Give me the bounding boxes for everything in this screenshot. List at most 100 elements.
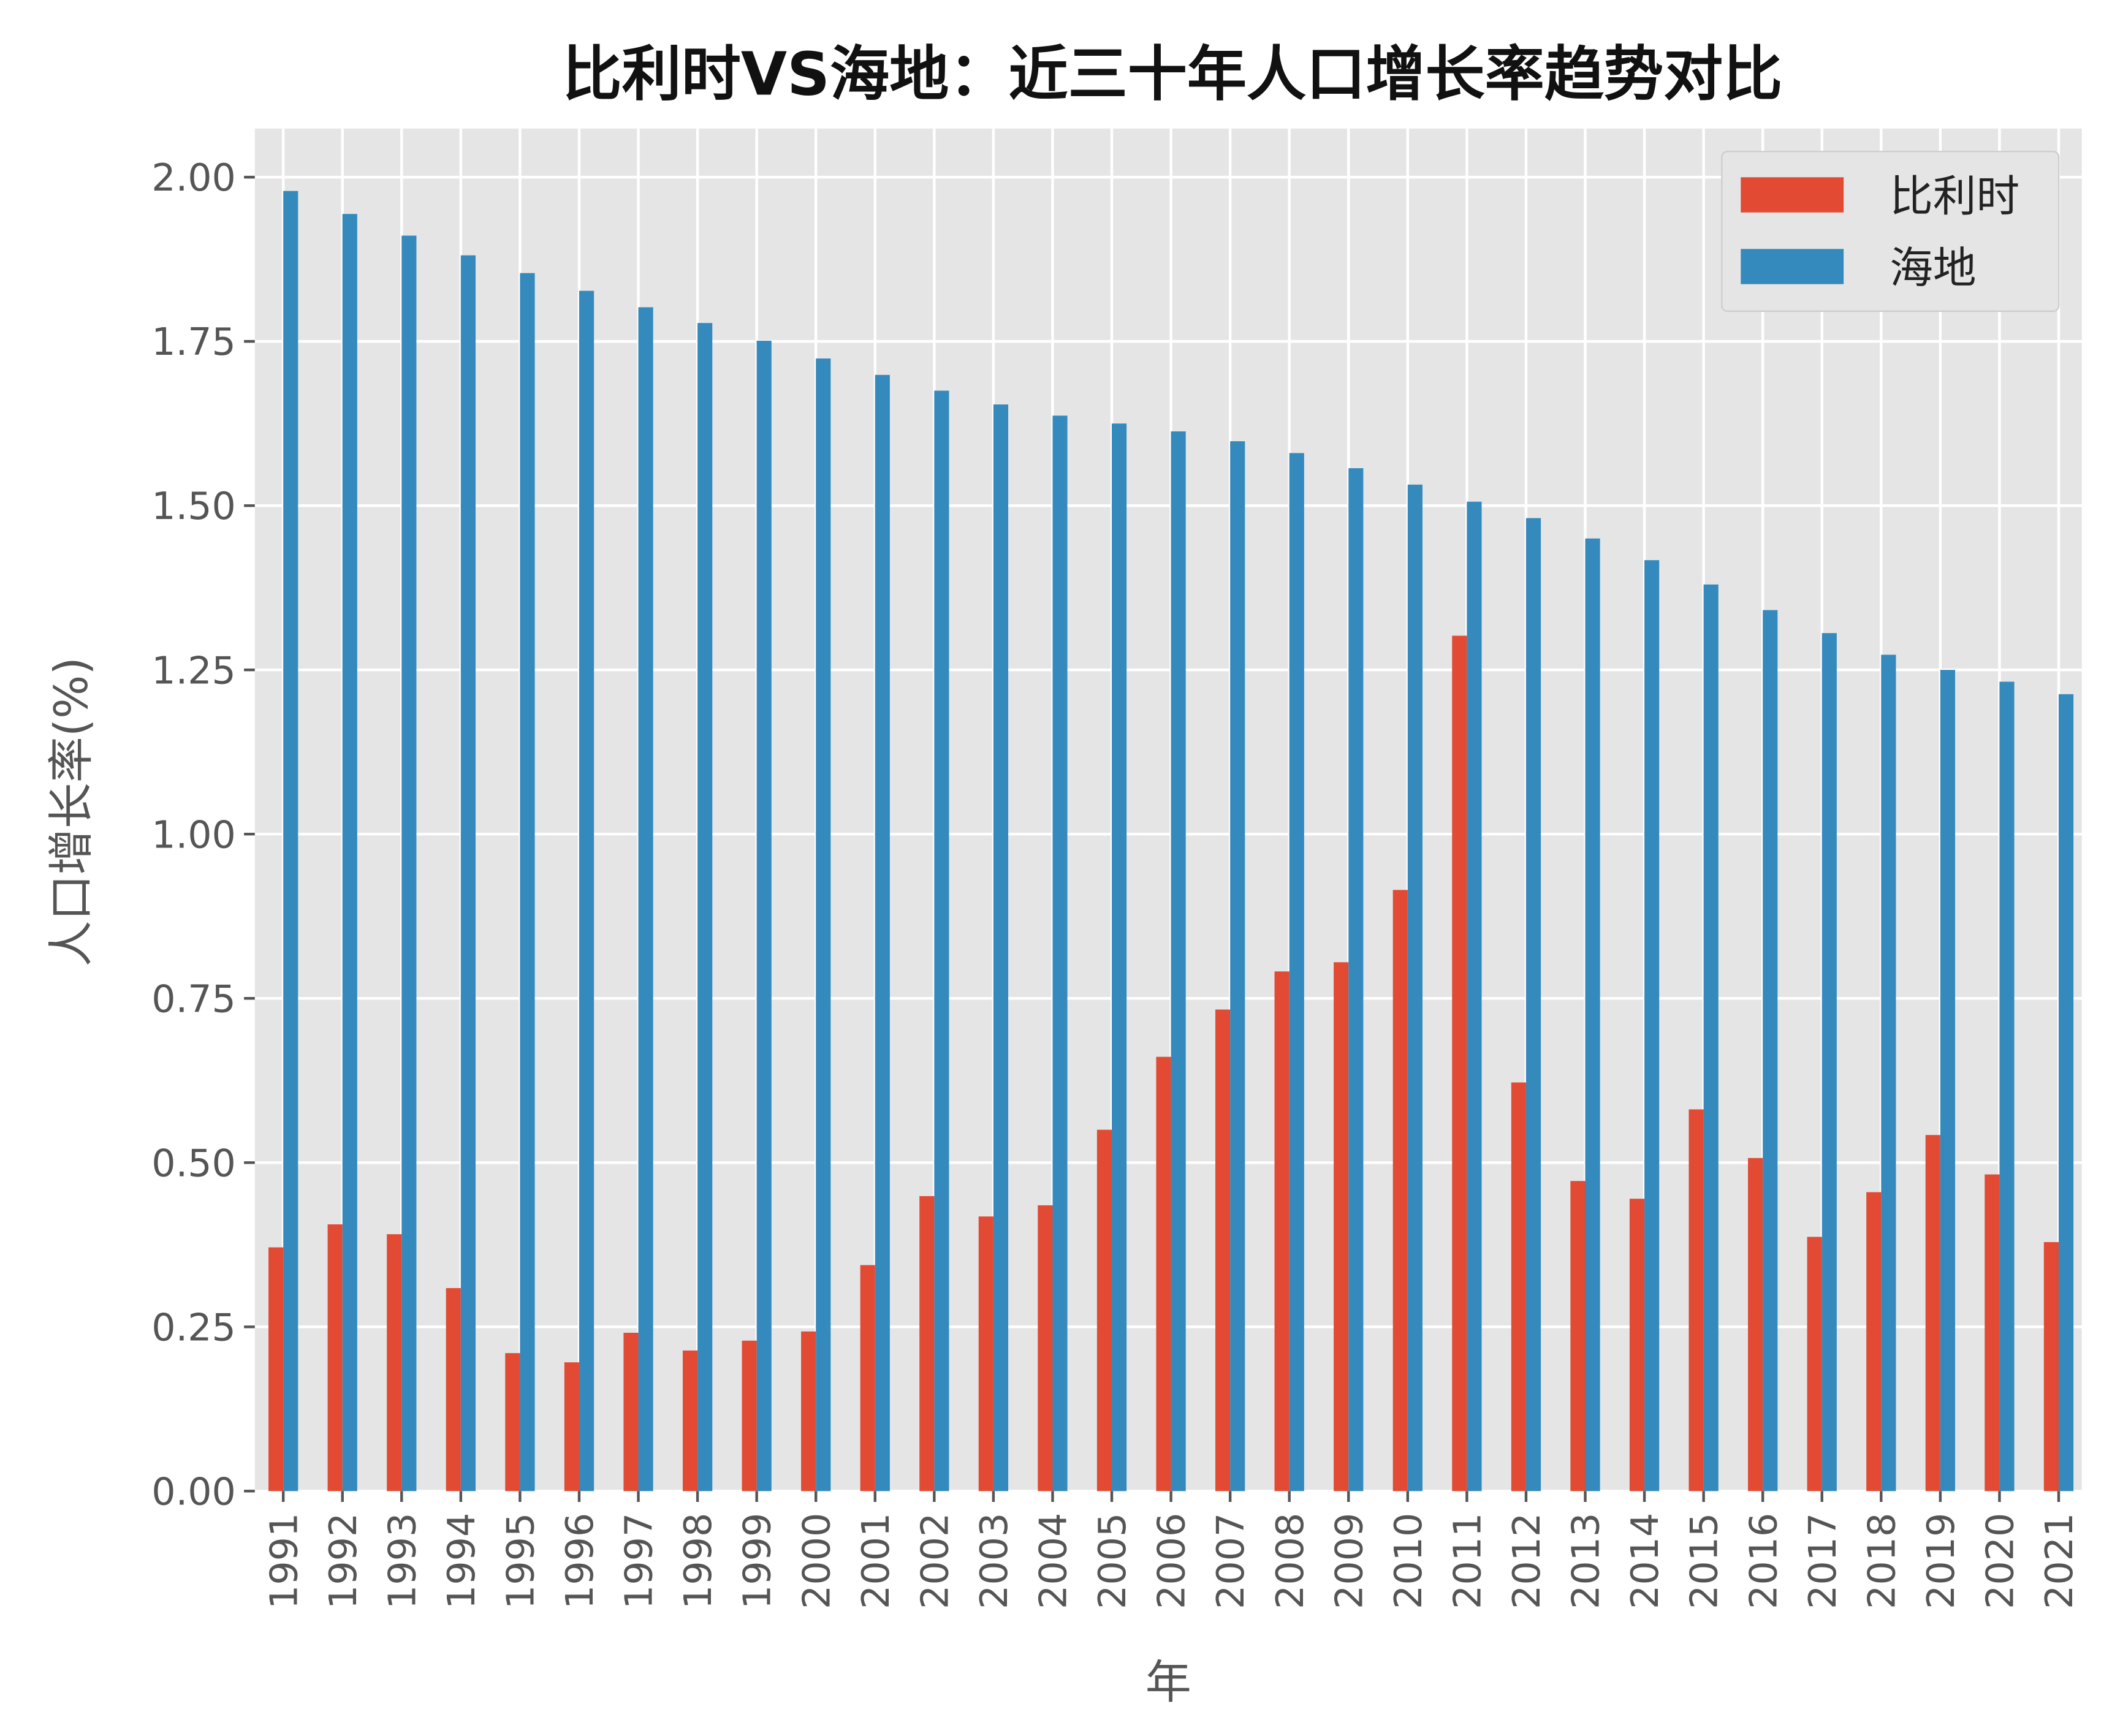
bar-belgium-2003 <box>978 1216 993 1492</box>
x-tick-label: 2014 <box>1623 1513 1667 1609</box>
x-tick-label: 2018 <box>1859 1513 1904 1609</box>
x-tick-label: 2017 <box>1801 1513 1845 1609</box>
y-axis: 0.00 0.25 0.50 0.75 1.00 1.25 1.50 1.75 2.00 <box>151 156 255 1514</box>
chart-title: 比利时VS海地：近三十年人口增长率趋势对比 <box>562 40 1782 109</box>
bar-haiti-1997 <box>638 307 653 1492</box>
bar-belgium-1992 <box>327 1224 343 1492</box>
bar-haiti-1999 <box>756 341 772 1492</box>
x-tick-label: 1995 <box>498 1513 542 1609</box>
x-tick-label: 2020 <box>1978 1513 2023 1609</box>
y-tick-label: 0.00 <box>151 1469 236 1514</box>
bar-haiti-2010 <box>1407 484 1423 1492</box>
bar-haiti-2019 <box>1940 670 1956 1492</box>
y-tick-label: 0.75 <box>151 977 236 1021</box>
bars <box>268 191 2074 1492</box>
x-tick-label: 1999 <box>735 1513 780 1609</box>
bar-belgium-1997 <box>623 1332 639 1492</box>
y-tick-label: 2.00 <box>151 156 236 200</box>
x-tick-label: 2011 <box>1445 1513 1489 1609</box>
bar-haiti-1995 <box>520 273 535 1492</box>
legend-label-belgium: 比利时 <box>1890 170 2019 221</box>
y-tick-label: 1.75 <box>151 320 236 364</box>
bar-haiti-1994 <box>460 255 476 1492</box>
bar-haiti-1996 <box>579 290 594 1492</box>
bar-belgium-2021 <box>2043 1242 2059 1492</box>
y-axis-label: 人口增长率(%) <box>44 657 98 966</box>
x-tick-label: 2021 <box>2037 1513 2081 1609</box>
bar-belgium-2017 <box>1807 1237 1822 1492</box>
bar-haiti-2008 <box>1289 453 1304 1492</box>
bar-haiti-2012 <box>1525 518 1541 1492</box>
bar-belgium-1996 <box>564 1362 579 1492</box>
x-tick-label: 2002 <box>913 1513 957 1609</box>
bar-belgium-2004 <box>1038 1205 1053 1492</box>
x-axis: 1991 1992 1993 1994 1995 1996 1997 1998 1999 2000… <box>262 1491 2081 1609</box>
bar-haiti-2004 <box>1052 415 1068 1492</box>
bar-haiti-2018 <box>1881 654 1896 1492</box>
x-tick-label: 2007 <box>1209 1513 1253 1609</box>
bar-belgium-2012 <box>1511 1082 1526 1492</box>
x-tick-label: 2005 <box>1090 1513 1134 1609</box>
bar-haiti-2007 <box>1230 441 1245 1492</box>
bar-haiti-2003 <box>993 404 1009 1492</box>
x-tick-label: 2012 <box>1505 1513 1549 1609</box>
bar-haiti-2001 <box>875 374 890 1492</box>
x-tick-label: 2001 <box>854 1513 898 1609</box>
bar-haiti-2016 <box>1763 610 1778 1492</box>
y-tick-label: 1.50 <box>151 484 236 528</box>
bar-haiti-2014 <box>1644 560 1660 1492</box>
bar-haiti-2006 <box>1171 431 1186 1492</box>
bar-belgium-2000 <box>801 1331 816 1492</box>
x-tick-label: 2006 <box>1150 1513 1194 1609</box>
bar-belgium-2005 <box>1096 1129 1112 1492</box>
x-tick-label: 2013 <box>1564 1513 1608 1609</box>
legend-swatch-belgium <box>1741 177 1844 213</box>
bar-belgium-2007 <box>1215 1009 1231 1492</box>
y-tick-label: 0.50 <box>151 1141 236 1185</box>
bar-haiti-2011 <box>1467 501 1482 1492</box>
bar-belgium-2016 <box>1748 1158 1763 1492</box>
bar-belgium-1999 <box>742 1340 757 1492</box>
bar-belgium-1994 <box>446 1288 461 1492</box>
bar-haiti-1998 <box>697 323 713 1492</box>
x-tick-label: 2008 <box>1268 1513 1312 1609</box>
legend: 比利时 海地 <box>1721 151 2060 312</box>
y-tick-label: 1.00 <box>151 813 236 857</box>
x-tick-label: 1998 <box>676 1513 720 1609</box>
bar-belgium-2008 <box>1274 971 1290 1492</box>
bar-haiti-2017 <box>1821 633 1837 1492</box>
bar-belgium-1998 <box>682 1350 698 1492</box>
x-tick-label: 1996 <box>558 1513 602 1609</box>
bar-haiti-2009 <box>1348 468 1364 1492</box>
x-tick-label: 2003 <box>972 1513 1016 1609</box>
x-tick-label: 1997 <box>617 1513 661 1609</box>
bar-belgium-2010 <box>1392 890 1408 1492</box>
bar-belgium-2019 <box>1925 1135 1940 1492</box>
x-tick-label: 1994 <box>439 1513 484 1609</box>
bar-haiti-2015 <box>1703 584 1719 1492</box>
bar-haiti-2020 <box>1999 681 2015 1492</box>
bar-belgium-2009 <box>1334 962 1349 1492</box>
x-tick-label: 2015 <box>1682 1513 1726 1609</box>
bar-belgium-2014 <box>1629 1199 1645 1492</box>
bar-haiti-1992 <box>342 214 357 1492</box>
x-tick-label: 2019 <box>1919 1513 1963 1609</box>
bar-belgium-1993 <box>387 1234 402 1492</box>
bar-haiti-1991 <box>283 191 298 1492</box>
x-tick-label: 2010 <box>1386 1513 1430 1609</box>
bar-belgium-1991 <box>268 1247 284 1492</box>
bar-belgium-2015 <box>1688 1109 1704 1492</box>
bar-belgium-2013 <box>1570 1181 1586 1492</box>
x-tick-label: 1992 <box>321 1513 365 1609</box>
x-tick-label: 2009 <box>1327 1513 1371 1609</box>
bar-haiti-2000 <box>816 358 831 1492</box>
bar-belgium-2002 <box>919 1196 935 1492</box>
bar-belgium-2020 <box>1985 1174 2000 1492</box>
x-axis-label: 年 <box>1145 1655 1191 1709</box>
legend-swatch-haiti <box>1741 249 1844 284</box>
legend-label-haiti: 海地 <box>1890 242 1976 293</box>
bar-belgium-2018 <box>1866 1192 1882 1492</box>
x-tick-label: 1991 <box>262 1513 306 1609</box>
y-tick-label: 1.25 <box>151 648 236 692</box>
